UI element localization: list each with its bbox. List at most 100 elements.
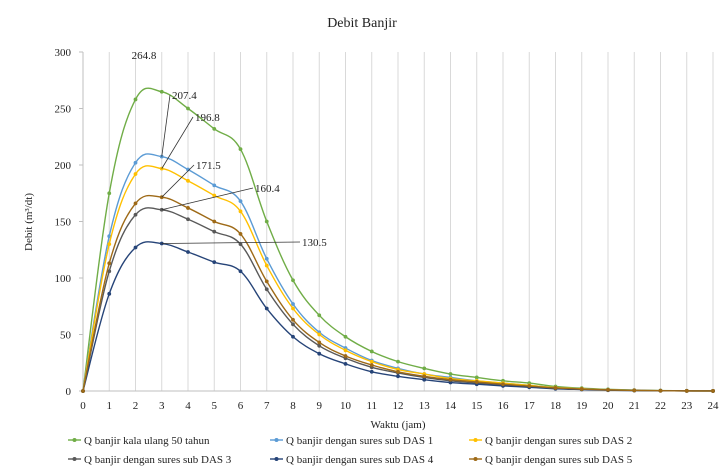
data-point	[212, 219, 217, 224]
data-point	[212, 183, 217, 188]
legend-marker	[473, 457, 478, 461]
legend-marker	[72, 457, 77, 461]
data-point	[264, 256, 269, 261]
data-point	[133, 97, 138, 102]
x-tick-label: 7	[264, 400, 270, 412]
data-point	[553, 386, 558, 390]
data-point	[369, 359, 374, 364]
legend-item: Q banjir kala ulang 50 tahun	[68, 435, 210, 447]
legend-label: Q banjir kala ulang 50 tahun	[84, 435, 210, 447]
data-point	[291, 322, 295, 327]
leader-line	[161, 187, 254, 211]
data-point	[317, 340, 322, 345]
legend-item: Q banjir dengan sures sub DAS 5	[469, 454, 633, 466]
peak-label: 171.5	[196, 160, 221, 172]
data-point	[448, 377, 453, 382]
legend-item: Q banjir dengan sures sub DAS 3	[68, 454, 232, 466]
data-point	[186, 217, 190, 222]
data-point	[159, 207, 164, 212]
x-tick-label: 20	[603, 400, 615, 412]
data-point	[107, 191, 112, 196]
data-point	[291, 306, 295, 311]
leader-line	[161, 94, 171, 157]
data-point	[317, 351, 322, 356]
data-point	[107, 234, 112, 239]
y-tick-label: 150	[55, 217, 72, 229]
data-point	[186, 206, 190, 210]
x-tick-label: 3	[159, 400, 165, 412]
data-point	[238, 209, 243, 214]
legend-label: Q banjir dengan sures sub DAS 2	[485, 435, 632, 447]
x-tick-label: 14	[445, 400, 457, 412]
data-point	[291, 278, 295, 283]
data-point	[238, 269, 243, 274]
x-tick-label: 12	[393, 400, 404, 412]
y-axis-label: Debit (m³/dt)	[23, 193, 35, 251]
x-tick-label: 15	[471, 400, 483, 412]
x-tick-label: 13	[419, 400, 431, 412]
x-tick-label: 5	[212, 400, 218, 412]
data-point	[107, 291, 112, 296]
legend-item: Q banjir dengan sures sub DAS 1	[270, 435, 433, 447]
data-point	[264, 279, 269, 284]
y-tick-label: 300	[55, 47, 72, 59]
x-tick-labels: 0 1 2 3 4 5 6 7 8 9 10 11 12 13 14 15 16 17 18 19 20 21 22 23 24	[80, 400, 719, 412]
data-point	[527, 384, 532, 388]
legend-label: Q banjir dengan sures sub DAS 5	[485, 454, 633, 466]
data-point	[186, 178, 190, 183]
data-point	[422, 374, 427, 379]
data-point	[711, 389, 715, 393]
data-point	[212, 260, 217, 265]
data-point	[238, 232, 243, 236]
data-point	[264, 287, 269, 292]
data-point	[343, 334, 348, 339]
x-tick-label: 10	[340, 400, 352, 412]
data-point	[291, 334, 295, 339]
data-point	[264, 263, 269, 268]
x-tick-label: 16	[498, 400, 510, 412]
data-point	[501, 382, 505, 387]
peak-label: 207.4	[172, 90, 197, 102]
y-tick-label: 200	[55, 160, 72, 172]
legend: Q banjir kala ulang 50 tahun Q banjir den…	[68, 435, 633, 466]
data-point	[238, 199, 243, 204]
series-6	[81, 194, 715, 393]
x-tick-label: 2	[133, 400, 139, 412]
y-tick-label: 50	[60, 330, 72, 342]
data-point	[133, 212, 138, 217]
x-tick-label: 17	[524, 400, 536, 412]
y-tick-label: 0	[66, 386, 72, 398]
data-point	[264, 306, 269, 311]
data-point	[396, 374, 400, 379]
x-tick-label: 23	[681, 400, 693, 412]
legend-marker	[72, 438, 77, 442]
data-point	[343, 348, 348, 353]
data-point	[212, 229, 217, 234]
data-point	[133, 160, 138, 165]
y-tick-label: 100	[55, 273, 72, 285]
data-point	[658, 388, 663, 393]
data-point	[133, 245, 138, 250]
data-point	[186, 250, 190, 254]
data-point	[606, 387, 610, 392]
x-tick-label: 4	[185, 400, 191, 412]
data-point	[474, 375, 479, 380]
data-point	[291, 317, 295, 322]
data-point	[369, 349, 374, 354]
data-point	[238, 147, 243, 152]
data-point	[133, 172, 138, 176]
x-tick-label: 8	[290, 400, 296, 412]
series-lines	[81, 87, 715, 393]
x-tick-label: 21	[629, 400, 640, 412]
grid-lines	[82, 52, 714, 391]
data-point	[81, 389, 85, 393]
data-point	[107, 261, 112, 266]
data-point	[107, 242, 112, 247]
x-tick-label: 6	[238, 400, 244, 412]
peak-annotations: 264.8 207.4 196.8 171.5 160.4 130.5	[132, 50, 328, 249]
x-tick-label: 1	[107, 400, 113, 412]
x-axis-label: Waktu (jam)	[370, 419, 425, 431]
legend-marker	[473, 438, 478, 442]
data-point	[107, 269, 112, 274]
